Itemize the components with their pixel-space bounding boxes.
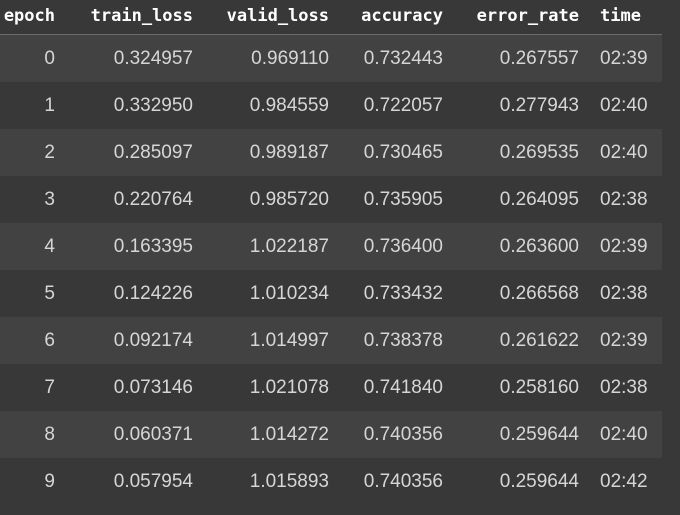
cell-valid-loss: 1.014272 — [249, 423, 329, 445]
header-time: time — [588, 0, 662, 35]
cell-valid-loss: 1.015893 — [249, 470, 329, 492]
cell-error-rate: 0.258160 — [499, 376, 579, 398]
cell-epoch: 3 — [44, 188, 55, 210]
cell-accuracy: 0.735905 — [363, 188, 443, 210]
cell-train-loss: 0.285097 — [113, 141, 193, 163]
header-train-loss: train_loss — [64, 0, 202, 35]
cell-epoch: 4 — [44, 235, 55, 257]
cell-train-loss: 0.332950 — [113, 94, 193, 116]
cell-valid-loss: 0.969110 — [251, 47, 329, 69]
cell-time: 02:42 — [600, 470, 648, 492]
cell-accuracy: 0.736400 — [363, 235, 443, 257]
cell-error-rate: 0.269535 — [499, 141, 579, 163]
header-valid-loss: valid_loss — [202, 0, 338, 35]
cell-time: 02:40 — [600, 141, 648, 163]
cell-accuracy: 0.740356 — [363, 423, 443, 445]
cell-accuracy: 0.738378 — [363, 329, 443, 351]
cell-valid-loss: 0.989187 — [249, 141, 329, 163]
cell-accuracy: 0.741840 — [363, 376, 443, 398]
cell-train-loss: 0.092174 — [113, 329, 193, 351]
cell-accuracy: 0.732443 — [363, 47, 443, 69]
table-row: 6 0.092174 1.014997 0.738378 0.261622 02… — [0, 317, 662, 364]
cell-error-rate: 0.259644 — [499, 423, 579, 445]
cell-epoch: 2 — [44, 141, 55, 163]
table-row: 0 0.324957 0.969110 0.732443 0.267557 02… — [0, 34, 662, 82]
table-row: 1 0.332950 0.984559 0.722057 0.277943 02… — [0, 82, 662, 129]
cell-error-rate: 0.259644 — [499, 470, 579, 492]
cell-train-loss: 0.073146 — [113, 376, 193, 398]
cell-accuracy: 0.730465 — [363, 141, 443, 163]
header-error-rate: error_rate — [452, 0, 588, 35]
cell-valid-loss: 1.010234 — [249, 282, 329, 304]
cell-train-loss: 0.324957 — [113, 47, 193, 69]
cell-time: 02:39 — [600, 235, 648, 257]
cell-error-rate: 0.261622 — [499, 329, 579, 351]
header-accuracy: accuracy — [338, 0, 452, 35]
table-row: 3 0.220764 0.985720 0.735905 0.264095 02… — [0, 176, 662, 223]
cell-epoch: 9 — [44, 470, 55, 492]
cell-train-loss: 0.057954 — [113, 470, 193, 492]
table-row: 7 0.073146 1.021078 0.741840 0.258160 02… — [0, 364, 662, 411]
cell-error-rate: 0.277943 — [499, 94, 579, 116]
cell-error-rate: 0.264095 — [499, 188, 579, 210]
header-epoch: epoch — [0, 0, 64, 35]
cell-valid-loss: 1.014997 — [249, 329, 329, 351]
cell-time: 02:40 — [600, 94, 648, 116]
training-results-table: epoch train_loss valid_loss accuracy err… — [0, 0, 662, 505]
cell-train-loss: 0.220764 — [113, 188, 193, 210]
table-row: 4 0.163395 1.022187 0.736400 0.263600 02… — [0, 223, 662, 270]
cell-valid-loss: 0.985720 — [249, 188, 329, 210]
cell-epoch: 1 — [44, 94, 55, 116]
table-row: 5 0.124226 1.010234 0.733432 0.266568 02… — [0, 270, 662, 317]
cell-time: 02:40 — [600, 423, 648, 445]
table-row: 9 0.057954 1.015893 0.740356 0.259644 02… — [0, 458, 662, 505]
cell-time: 02:38 — [600, 188, 648, 210]
cell-train-loss: 0.060371 — [113, 423, 193, 445]
cell-accuracy: 0.733432 — [363, 282, 443, 304]
cell-error-rate: 0.263600 — [499, 235, 579, 257]
cell-valid-loss: 1.021078 — [249, 376, 329, 398]
cell-epoch: 8 — [44, 423, 55, 445]
table-row: 8 0.060371 1.014272 0.740356 0.259644 02… — [0, 411, 662, 458]
table-header-row: epoch train_loss valid_loss accuracy err… — [0, 0, 662, 35]
cell-valid-loss: 0.984559 — [249, 94, 329, 116]
cell-epoch: 7 — [44, 376, 55, 398]
cell-time: 02:39 — [600, 47, 648, 69]
cell-epoch: 0 — [44, 47, 55, 69]
cell-train-loss: 0.163395 — [113, 235, 193, 257]
cell-time: 02:38 — [600, 282, 648, 304]
cell-train-loss: 0.124226 — [113, 282, 193, 304]
cell-epoch: 5 — [44, 282, 55, 304]
cell-epoch: 6 — [44, 329, 55, 351]
cell-valid-loss: 1.022187 — [249, 235, 329, 257]
table-row: 2 0.285097 0.989187 0.730465 0.269535 02… — [0, 129, 662, 176]
cell-error-rate: 0.267557 — [499, 47, 579, 69]
cell-time: 02:38 — [600, 376, 648, 398]
cell-time: 02:39 — [600, 329, 648, 351]
cell-error-rate: 0.266568 — [499, 282, 579, 304]
cell-accuracy: 0.722057 — [363, 94, 443, 116]
cell-accuracy: 0.740356 — [363, 470, 443, 492]
